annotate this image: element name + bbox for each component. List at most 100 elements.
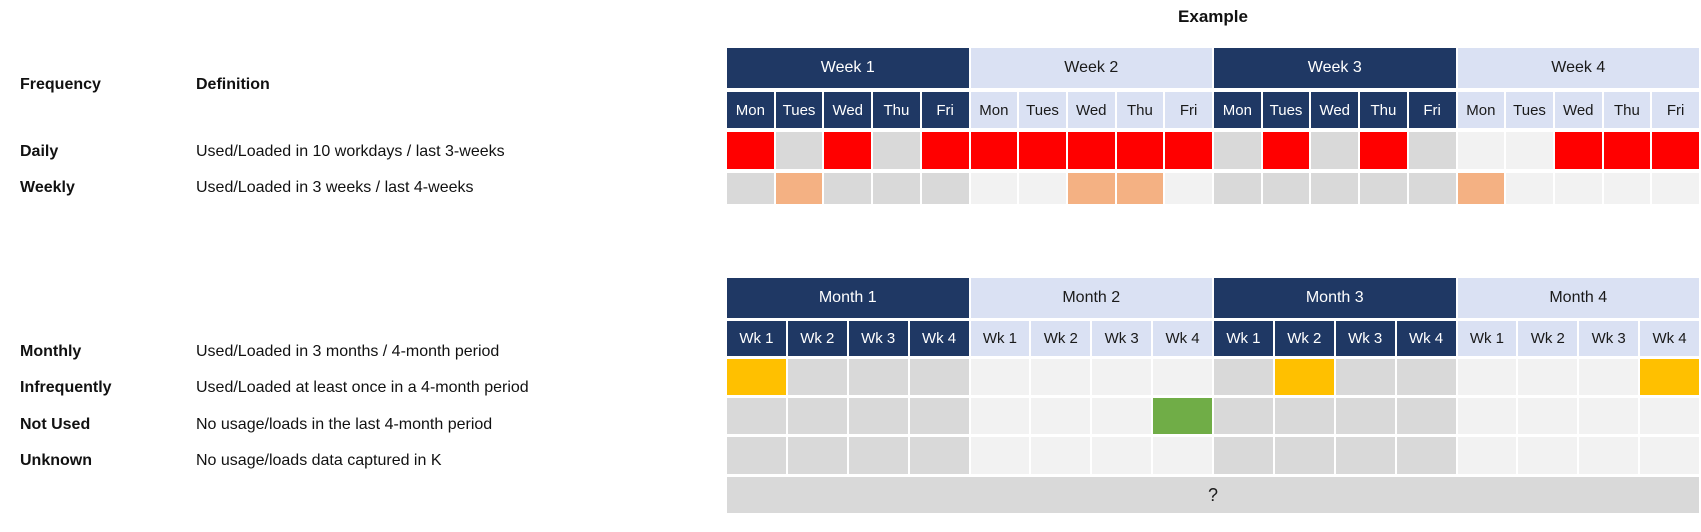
week-header: Wk 3 [848,321,908,356]
monthly-usage-cell [848,359,908,395]
day-header: Thu [1116,92,1164,128]
not_used-usage-cell [909,437,969,474]
definition-text: No usage/loads in the last 4-month perio… [196,416,493,433]
weekly-usage-cell [921,173,969,204]
day-header: Fri [1165,92,1212,128]
not_used-usage-cell [1518,437,1578,474]
definition-text: Used/Loaded in 3 weeks / last 4-weeks [196,179,474,196]
weekly-usage-cell [727,173,774,204]
daily-usage-cell [1457,132,1505,169]
daily-usage-cell [1019,132,1066,169]
day-header: Mon [970,92,1018,128]
daily-usage-cell [1116,132,1164,169]
week-example-table: Week 1 Week 2 Week 3 Week 4 Mon Tues Wed Thu Fri… [727,48,1699,204]
definition-text: No usage/loads data captured in K [196,452,442,469]
week-header: Wk 3 [1092,321,1152,356]
week-header: Wk 3 [1335,321,1395,356]
weekly-usage-cell [1019,173,1066,204]
daily-usage-cell [1067,132,1115,169]
weekly-usage-cell [824,173,872,204]
daily-usage-cell [1652,132,1699,169]
day-header: Fri [1408,92,1456,128]
not_used-usage-cell [1274,437,1334,474]
not_used-usage-cell [1092,437,1152,474]
infrequently-usage-cell [848,398,908,434]
not_used-usage-cell [1031,437,1091,474]
infrequently-usage-cell [1092,398,1152,434]
daily-usage-cell [775,132,823,169]
week-header: Wk 2 [1518,321,1578,356]
weekly-usage-cell [1603,173,1651,204]
daily-usage-cell [824,132,872,169]
daily-usage-cell [1408,132,1456,169]
daily-usage-cell [1360,132,1407,169]
week-header: Wk 1 [1214,321,1273,356]
month-group-header: Month 4 [1457,278,1699,318]
frequency-label: Weekly [20,179,75,196]
infrequently-usage-cell [1335,398,1395,434]
weekly-usage-cell [1067,173,1115,204]
infrequently-usage-cell [1031,398,1091,434]
weekly-usage-cell [1311,173,1359,204]
infrequently-usage-cell [1518,398,1578,434]
monthly-usage-cell [1640,359,1699,395]
not_used-usage-cell [1457,437,1517,474]
week-header: Wk 2 [787,321,847,356]
monthly-usage-cell [1335,359,1395,395]
weekly-usage-cell [1457,173,1505,204]
weekly-usage-cell [1214,173,1261,204]
not_used-usage-cell [848,437,908,474]
daily-usage-cell [1311,132,1359,169]
week-header: Wk 4 [1396,321,1456,356]
weekly-usage-cell [1165,173,1212,204]
definition-column-header: Definition [196,76,270,93]
day-header: Tues [1019,92,1066,128]
week-header: Wk 4 [909,321,969,356]
monthly-usage-cell [1579,359,1639,395]
week-header: Wk 1 [727,321,786,356]
day-header: Fri [921,92,969,128]
week-group-header: Week 3 [1214,48,1456,88]
monthly-usage-cell [1153,359,1212,395]
frequency-legend: Frequency Definition Daily Used/Loaded in 1… [0,0,665,532]
week-group-header: Week 4 [1457,48,1699,88]
day-header: Tues [1506,92,1553,128]
day-header: Fri [1652,92,1699,128]
week-header: Wk 1 [970,321,1030,356]
day-header: Mon [1457,92,1505,128]
example-title: Example [1178,7,1248,26]
not_used-usage-cell [1153,437,1212,474]
day-header: Mon [1214,92,1261,128]
not_used-usage-cell [1214,437,1273,474]
monthly-usage-cell [1457,359,1517,395]
infrequently-usage-cell [1153,398,1212,434]
week-header: Wk 4 [1153,321,1212,356]
day-header: Wed [1311,92,1359,128]
definition-text: Used/Loaded in 10 workdays / last 3-week… [196,143,505,160]
week-header: Wk 1 [1457,321,1517,356]
infrequently-usage-cell [1640,398,1699,434]
weekly-usage-cell [1506,173,1553,204]
week-group-header: Week 2 [970,48,1212,88]
infrequently-usage-cell [1457,398,1517,434]
frequency-label: Monthly [20,343,82,360]
week-header: Wk 3 [1579,321,1639,356]
infrequently-usage-cell [1274,398,1334,434]
daily-usage-cell [1554,132,1602,169]
weekly-usage-cell [1360,173,1407,204]
monthly-usage-cell [1214,359,1273,395]
unknown-row: ? [727,477,1699,513]
infrequently-usage-cell [1396,398,1456,434]
weekly-usage-cell [1554,173,1602,204]
definition-text: Used/Loaded in 3 months / 4-month period [196,343,500,360]
frequency-label: Infrequently [20,379,112,396]
month-group-header: Month 3 [1214,278,1456,318]
day-header: Wed [1554,92,1602,128]
not_used-usage-cell [1640,437,1699,474]
daily-usage-cell [1603,132,1651,169]
monthly-usage-cell [1518,359,1578,395]
week-group-header: Week 1 [727,48,969,88]
frequency-label: Daily [20,143,59,160]
weekly-usage-cell [1116,173,1164,204]
month-group-header: Month 1 [727,278,969,318]
